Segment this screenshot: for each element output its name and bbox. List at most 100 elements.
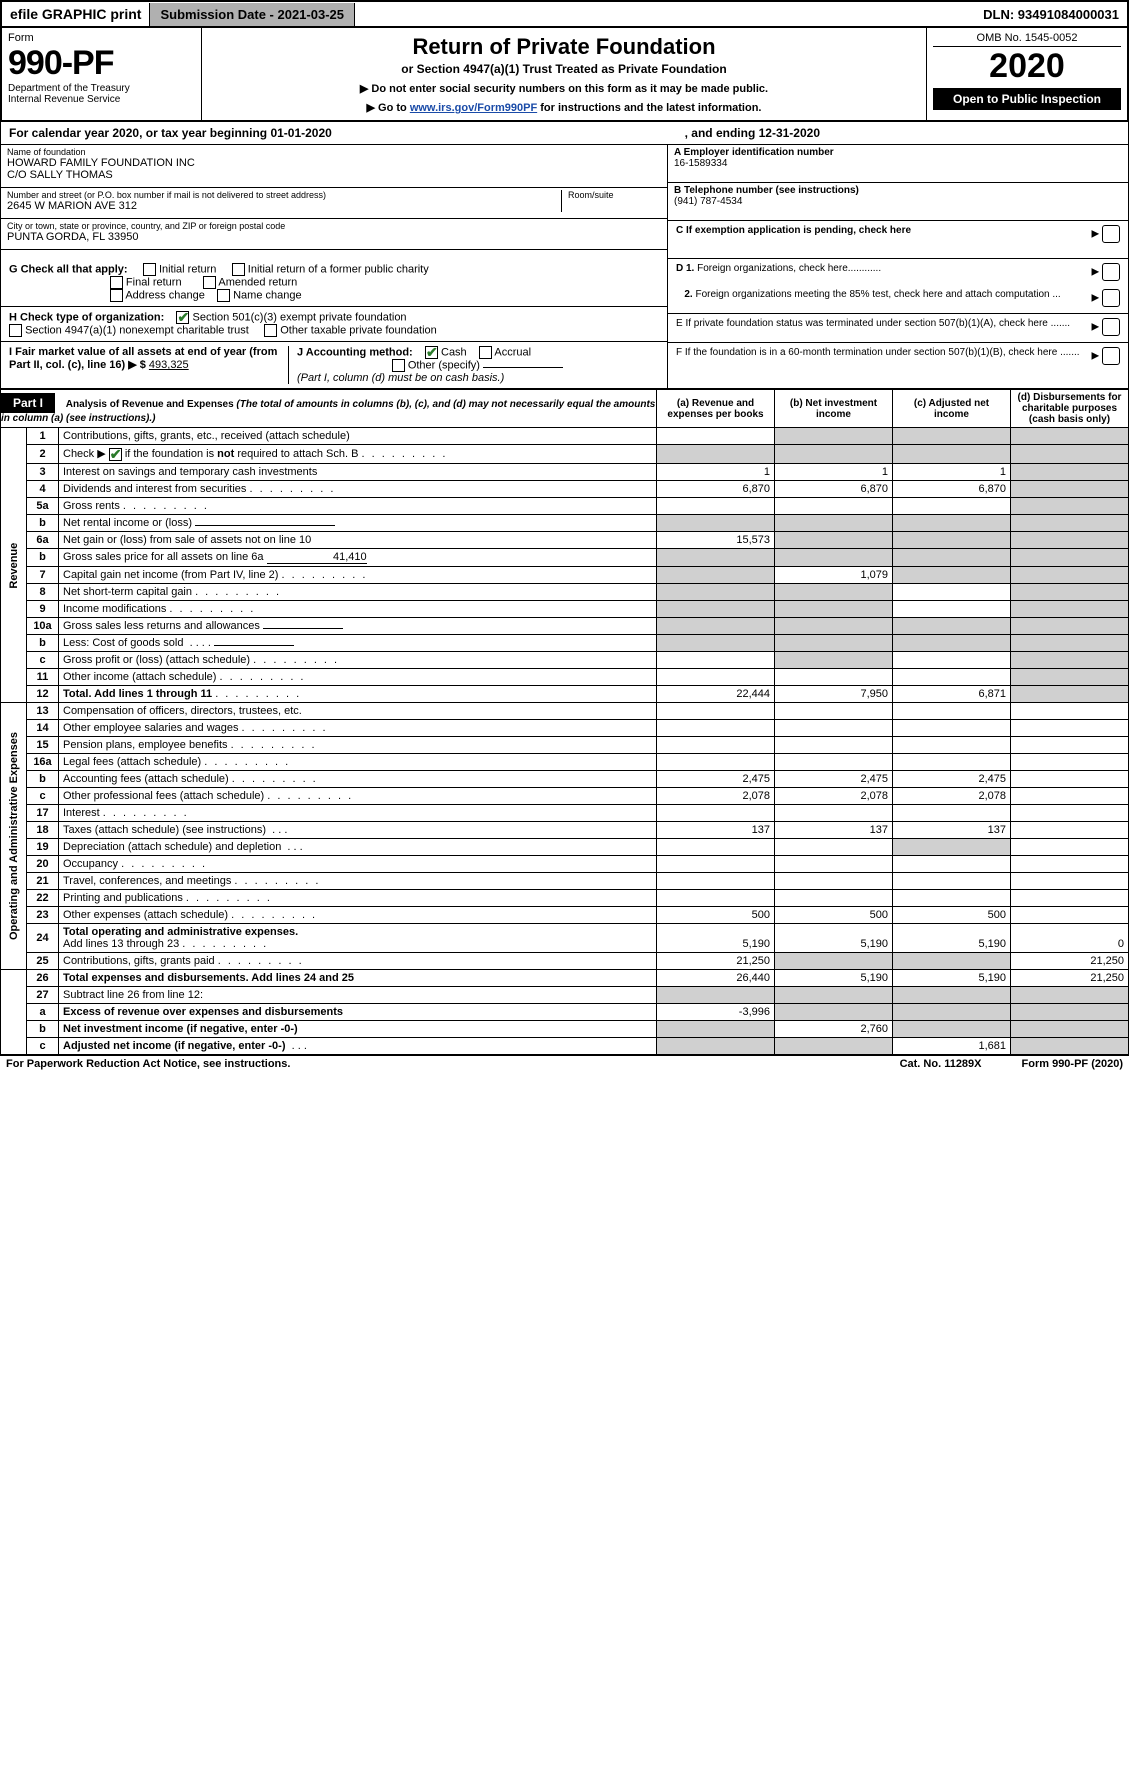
irs-link[interactable]: www.irs.gov/Form990PF: [410, 102, 537, 114]
j-accrual: Accrual: [494, 346, 531, 358]
c-checkbox[interactable]: [1102, 225, 1120, 243]
part1-label: Part I: [1, 393, 55, 413]
revenue-side-label: Revenue: [1, 428, 27, 703]
line-no: 14: [27, 719, 59, 736]
d2-checkbox[interactable]: [1102, 289, 1120, 307]
g-initial-checkbox[interactable]: [143, 263, 156, 276]
d1-checkbox[interactable]: [1102, 263, 1120, 281]
line-no: 23: [27, 906, 59, 923]
h-501c3: Section 501(c)(3) exempt private foundat…: [193, 311, 407, 323]
entity-left: Name of foundation HOWARD FAMILY FOUNDAT…: [1, 145, 668, 259]
table-row: aExcess of revenue over expenses and dis…: [1, 1003, 1129, 1020]
line-desc: Gross sales less returns and allowances: [59, 617, 657, 634]
cell-a: 500: [657, 906, 775, 923]
line-no: a: [27, 1003, 59, 1020]
line-no: 15: [27, 736, 59, 753]
e-checkbox[interactable]: [1102, 318, 1120, 336]
j-other-line: [483, 367, 563, 368]
j-note: (Part I, column (d) must be on cash basi…: [297, 372, 504, 384]
cal-year-begin: For calendar year 2020, or tax year begi…: [9, 126, 332, 140]
dept-line-2: Internal Revenue Service: [8, 94, 195, 105]
line-desc: Dividends and interest from securities: [59, 480, 657, 497]
cell-d: 21,250: [1011, 952, 1129, 969]
d1-text: D 1. Foreign organizations, check here..…: [676, 263, 881, 274]
c-arrow: ▶: [1092, 225, 1120, 243]
line-desc: Pension plans, employee benefits: [59, 736, 657, 753]
check-right: D 1. Foreign organizations, check here..…: [668, 259, 1128, 388]
line-no: 12: [27, 685, 59, 702]
line-desc: Compensation of officers, directors, tru…: [59, 702, 657, 719]
footer: For Paperwork Reduction Act Notice, see …: [0, 1055, 1129, 1072]
part1-table: Part I Analysis of Revenue and Expenses …: [0, 389, 1129, 1055]
j-other-checkbox[interactable]: [392, 359, 405, 372]
cell-b: 2,475: [775, 770, 893, 787]
h-label: H Check type of organization:: [9, 311, 164, 323]
table-row: cOther professional fees (attach schedul…: [1, 787, 1129, 804]
line-no: 25: [27, 952, 59, 969]
line-no: b: [27, 770, 59, 787]
check-left: G Check all that apply: Initial return I…: [1, 259, 668, 388]
line-no: 13: [27, 702, 59, 719]
entity-info: Name of foundation HOWARD FAMILY FOUNDAT…: [0, 145, 1129, 259]
line-no: 21: [27, 872, 59, 889]
line-no: 16a: [27, 753, 59, 770]
line-no: 27: [27, 986, 59, 1003]
sch-b-checkbox[interactable]: [109, 448, 122, 461]
line-no: 6a: [27, 531, 59, 548]
line-no: c: [27, 651, 59, 668]
entity-right: A Employer identification number 16-1589…: [668, 145, 1128, 259]
table-row: Revenue 1 Contributions, gifts, grants, …: [1, 428, 1129, 445]
calendar-year-row: For calendar year 2020, or tax year begi…: [0, 122, 1129, 145]
header-center: Return of Private Foundation or Section …: [202, 28, 927, 120]
line-desc: Net short-term capital gain: [59, 583, 657, 600]
line-no: 1: [27, 428, 59, 445]
f-checkbox[interactable]: [1102, 347, 1120, 365]
j-cash-checkbox[interactable]: [425, 346, 438, 359]
g-namechg-checkbox[interactable]: [217, 289, 230, 302]
line-desc: Gross profit or (loss) (attach schedule): [59, 651, 657, 668]
g-initial: Initial return: [159, 263, 216, 275]
d1-box: ▶: [1092, 263, 1120, 281]
g-former-checkbox[interactable]: [232, 263, 245, 276]
part1-header-row: Part I Analysis of Revenue and Expenses …: [1, 390, 1129, 428]
footer-form: Form 990-PF (2020): [1022, 1058, 1123, 1070]
j-accrual-checkbox[interactable]: [479, 346, 492, 359]
h-4947-checkbox[interactable]: [9, 324, 22, 337]
table-row: b Net rental income or (loss): [1, 514, 1129, 531]
g-amended-checkbox[interactable]: [203, 276, 216, 289]
cal-year-end: , and ending 12-31-2020: [685, 126, 820, 140]
g-address: Address change: [125, 289, 205, 301]
cell-a: 137: [657, 821, 775, 838]
table-row: Operating and Administrative Expenses 13…: [1, 702, 1129, 719]
cell-c: 1,681: [893, 1037, 1011, 1054]
cell-c: 2,475: [893, 770, 1011, 787]
cell-c: 500: [893, 906, 1011, 923]
j-cash: Cash: [441, 346, 467, 358]
line-no: 19: [27, 838, 59, 855]
cell-a: 5,190: [657, 923, 775, 952]
e-text: E If private foundation status was termi…: [676, 318, 1070, 329]
header-left: Form 990-PF Department of the Treasury I…: [2, 28, 202, 120]
line-desc: Total expenses and disbursements. Add li…: [59, 969, 657, 986]
g-address-checkbox[interactable]: [110, 289, 123, 302]
line-no: b: [27, 548, 59, 566]
line-no: 17: [27, 804, 59, 821]
g-label: G Check all that apply:: [9, 263, 128, 275]
h-501c3-checkbox[interactable]: [176, 311, 189, 324]
e-note: E If private foundation status was termi…: [668, 314, 1128, 343]
line-desc: Excess of revenue over expenses and disb…: [59, 1003, 657, 1020]
table-row: 9 Income modifications: [1, 600, 1129, 617]
table-row: cAdjusted net income (if negative, enter…: [1, 1037, 1129, 1054]
cell-c: 5,190: [893, 923, 1011, 952]
col-d-header: (d) Disbursements for charitable purpose…: [1011, 390, 1129, 428]
cell-a: 21,250: [657, 952, 775, 969]
table-row: 25Contributions, gifts, grants paid 21,2…: [1, 952, 1129, 969]
cell-b: 6,870: [775, 480, 893, 497]
f-note: F If the foundation is in a 60-month ter…: [668, 343, 1128, 369]
table-row: b Gross sales price for all assets on li…: [1, 548, 1129, 566]
h-other-checkbox[interactable]: [264, 324, 277, 337]
line-desc: Legal fees (attach schedule): [59, 753, 657, 770]
g-final-checkbox[interactable]: [110, 276, 123, 289]
line-no: 9: [27, 600, 59, 617]
form-header: Form 990-PF Department of the Treasury I…: [0, 28, 1129, 122]
